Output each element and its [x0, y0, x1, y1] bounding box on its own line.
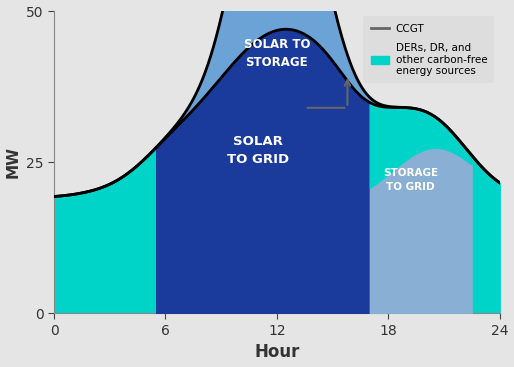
Text: SOLAR
TO GRID: SOLAR TO GRID [227, 135, 289, 166]
X-axis label: Hour: Hour [254, 344, 300, 361]
Y-axis label: MW: MW [6, 146, 21, 178]
Text: SOLAR TO
STORAGE: SOLAR TO STORAGE [244, 38, 310, 69]
Text: STORAGE
TO GRID: STORAGE TO GRID [383, 168, 438, 192]
Legend: CCGT, DERs, DR, and
other carbon-free
energy sources: CCGT, DERs, DR, and other carbon-free en… [363, 16, 494, 83]
